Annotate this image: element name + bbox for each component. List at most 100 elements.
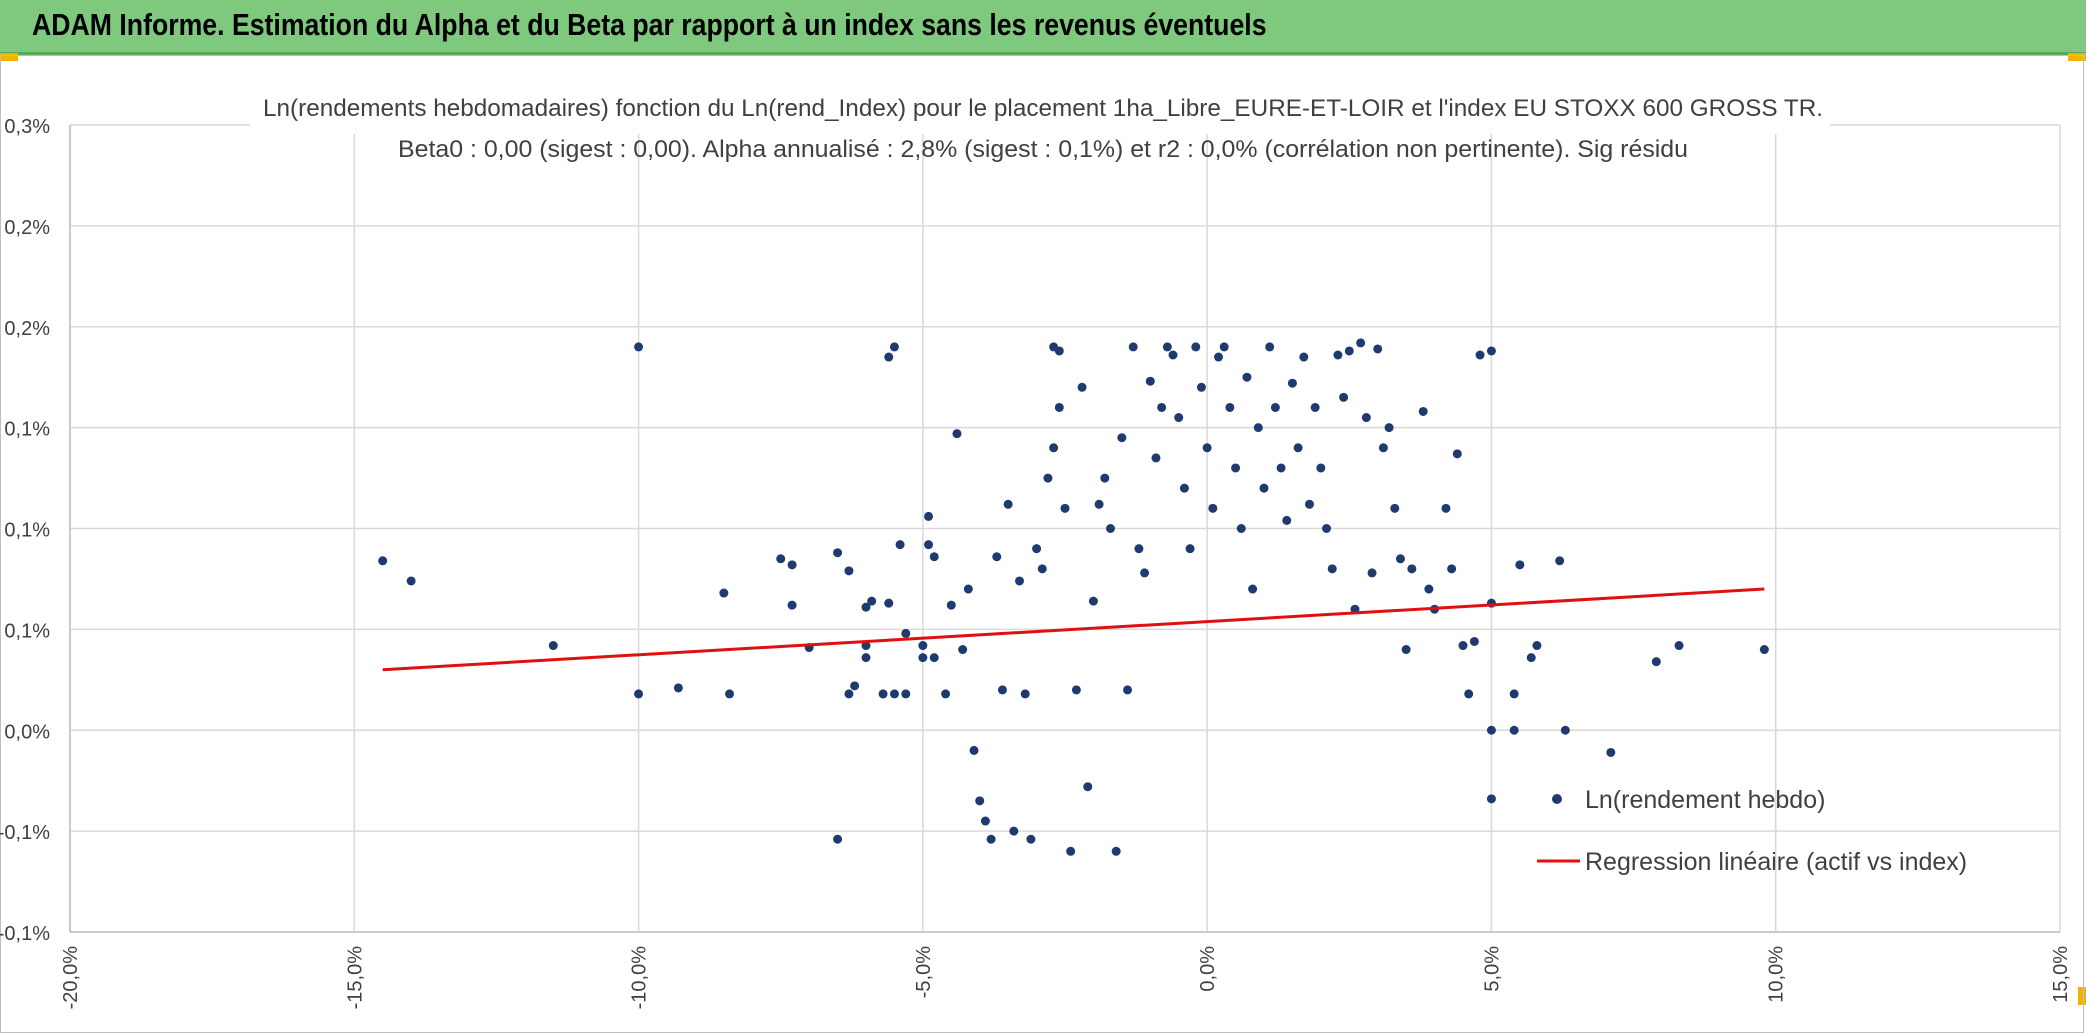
- data-point: [833, 834, 843, 844]
- data-point: [1458, 641, 1468, 651]
- data-point: [673, 683, 683, 693]
- data-point: [844, 566, 854, 576]
- legend-regression-label: Regression linéaire (actif vs index): [1585, 848, 1967, 876]
- data-point: [992, 552, 1002, 562]
- data-point: [941, 689, 951, 699]
- data-point: [884, 598, 894, 608]
- corner-marker-right: [2068, 53, 2086, 61]
- x-tick-label: 10,0%: [1766, 946, 1788, 1003]
- data-point: [1367, 568, 1377, 578]
- chart-frame: [0, 55, 2084, 1033]
- data-point: [1310, 402, 1320, 412]
- data-point: [1384, 423, 1394, 433]
- data-point: [1219, 342, 1229, 352]
- data-point: [1452, 449, 1462, 459]
- x-tick-label: 15,0%: [2050, 946, 2072, 1003]
- data-point: [1361, 413, 1371, 423]
- data-point: [1253, 423, 1263, 433]
- data-point: [1003, 499, 1013, 509]
- data-point: [1174, 413, 1184, 423]
- data-point: [1282, 515, 1292, 525]
- data-point: [1316, 463, 1326, 473]
- data-point: [1037, 564, 1047, 574]
- data-point: [548, 641, 558, 651]
- data-point: [1043, 473, 1053, 483]
- data-point: [929, 552, 939, 562]
- data-point: [1344, 346, 1354, 356]
- data-point: [1356, 338, 1366, 348]
- y-tick-label: -0,1%: [0, 822, 50, 844]
- data-point: [1134, 544, 1144, 554]
- y-tick-label: 0,0%: [4, 721, 50, 743]
- data-point: [861, 653, 871, 663]
- data-point: [1532, 641, 1542, 651]
- data-point: [1105, 524, 1115, 533]
- axis-layer: -0,1% -0,1% 0,0% 0,1% 0,1% 0,1% 0,2% 0,2% 0,3% -2…: [0, 116, 2072, 1009]
- data-point: [901, 628, 911, 638]
- x-tick-label: -10,0%: [629, 946, 651, 1010]
- data-point: [1270, 402, 1280, 412]
- data-point: [924, 540, 934, 550]
- data-point: [1185, 544, 1195, 554]
- data-point: [889, 342, 899, 352]
- data-point: [844, 689, 854, 699]
- data-point: [1168, 350, 1178, 360]
- data-point: [1276, 463, 1286, 473]
- data-point: [833, 548, 843, 558]
- data-point: [1378, 443, 1388, 453]
- data-point: [1111, 846, 1121, 856]
- data-point: [1140, 568, 1150, 578]
- data-point: [1447, 564, 1457, 574]
- data-point: [1259, 483, 1269, 493]
- x-tick-label: 5,0%: [1481, 946, 1503, 992]
- data-point: [1015, 576, 1025, 586]
- data-point: [1009, 826, 1019, 836]
- data-point: [787, 600, 797, 610]
- data-point: [1293, 443, 1303, 453]
- data-point: [1242, 372, 1252, 382]
- y-tick-label: 0,2%: [4, 318, 50, 340]
- data-point: [776, 554, 786, 564]
- y-tick-label: 0,3%: [4, 116, 50, 138]
- data-point: [963, 584, 973, 594]
- y-tick-label: 0,1%: [4, 620, 50, 642]
- data-point: [1509, 689, 1519, 699]
- x-tick-label: -20,0%: [60, 946, 82, 1010]
- data-point: [895, 540, 905, 550]
- data-point: [1128, 342, 1138, 352]
- legend: Ln(rendement hebdo) Regression linéaire …: [1537, 786, 1967, 876]
- data-point: [1145, 376, 1155, 386]
- data-point: [1236, 524, 1246, 533]
- data-point: [1196, 382, 1206, 392]
- regression-line: [382, 587, 1765, 672]
- data-point: [986, 834, 996, 844]
- data-point: [878, 689, 888, 699]
- chart-subtitle: Beta0 : 0,00 (sigest : 0,00). Alpha annu…: [398, 136, 1688, 163]
- data-point: [924, 511, 934, 521]
- data-point: [1179, 483, 1189, 493]
- x-tick-label: -15,0%: [344, 946, 366, 1010]
- data-point: [1464, 689, 1474, 699]
- data-point: [867, 596, 877, 606]
- corner-marker-bottom-right: [2078, 987, 2086, 1005]
- data-point: [1526, 653, 1536, 663]
- data-point: [1265, 342, 1275, 352]
- data-point: [1515, 560, 1525, 570]
- data-point: [1424, 584, 1434, 594]
- data-point: [1390, 503, 1400, 513]
- data-point: [1248, 584, 1258, 594]
- data-point: [1327, 564, 1337, 574]
- data-point: [1054, 402, 1064, 412]
- data-point: [1032, 544, 1042, 554]
- data-point: [997, 685, 1007, 695]
- data-point: [1606, 747, 1616, 757]
- data-point: [1759, 645, 1769, 655]
- data-point: [1060, 503, 1070, 513]
- points-layer: [378, 338, 1769, 856]
- data-point: [1077, 382, 1087, 392]
- data-point: [929, 653, 939, 663]
- data-point: [1083, 782, 1093, 792]
- data-point: [1191, 342, 1201, 352]
- data-point: [1088, 596, 1098, 606]
